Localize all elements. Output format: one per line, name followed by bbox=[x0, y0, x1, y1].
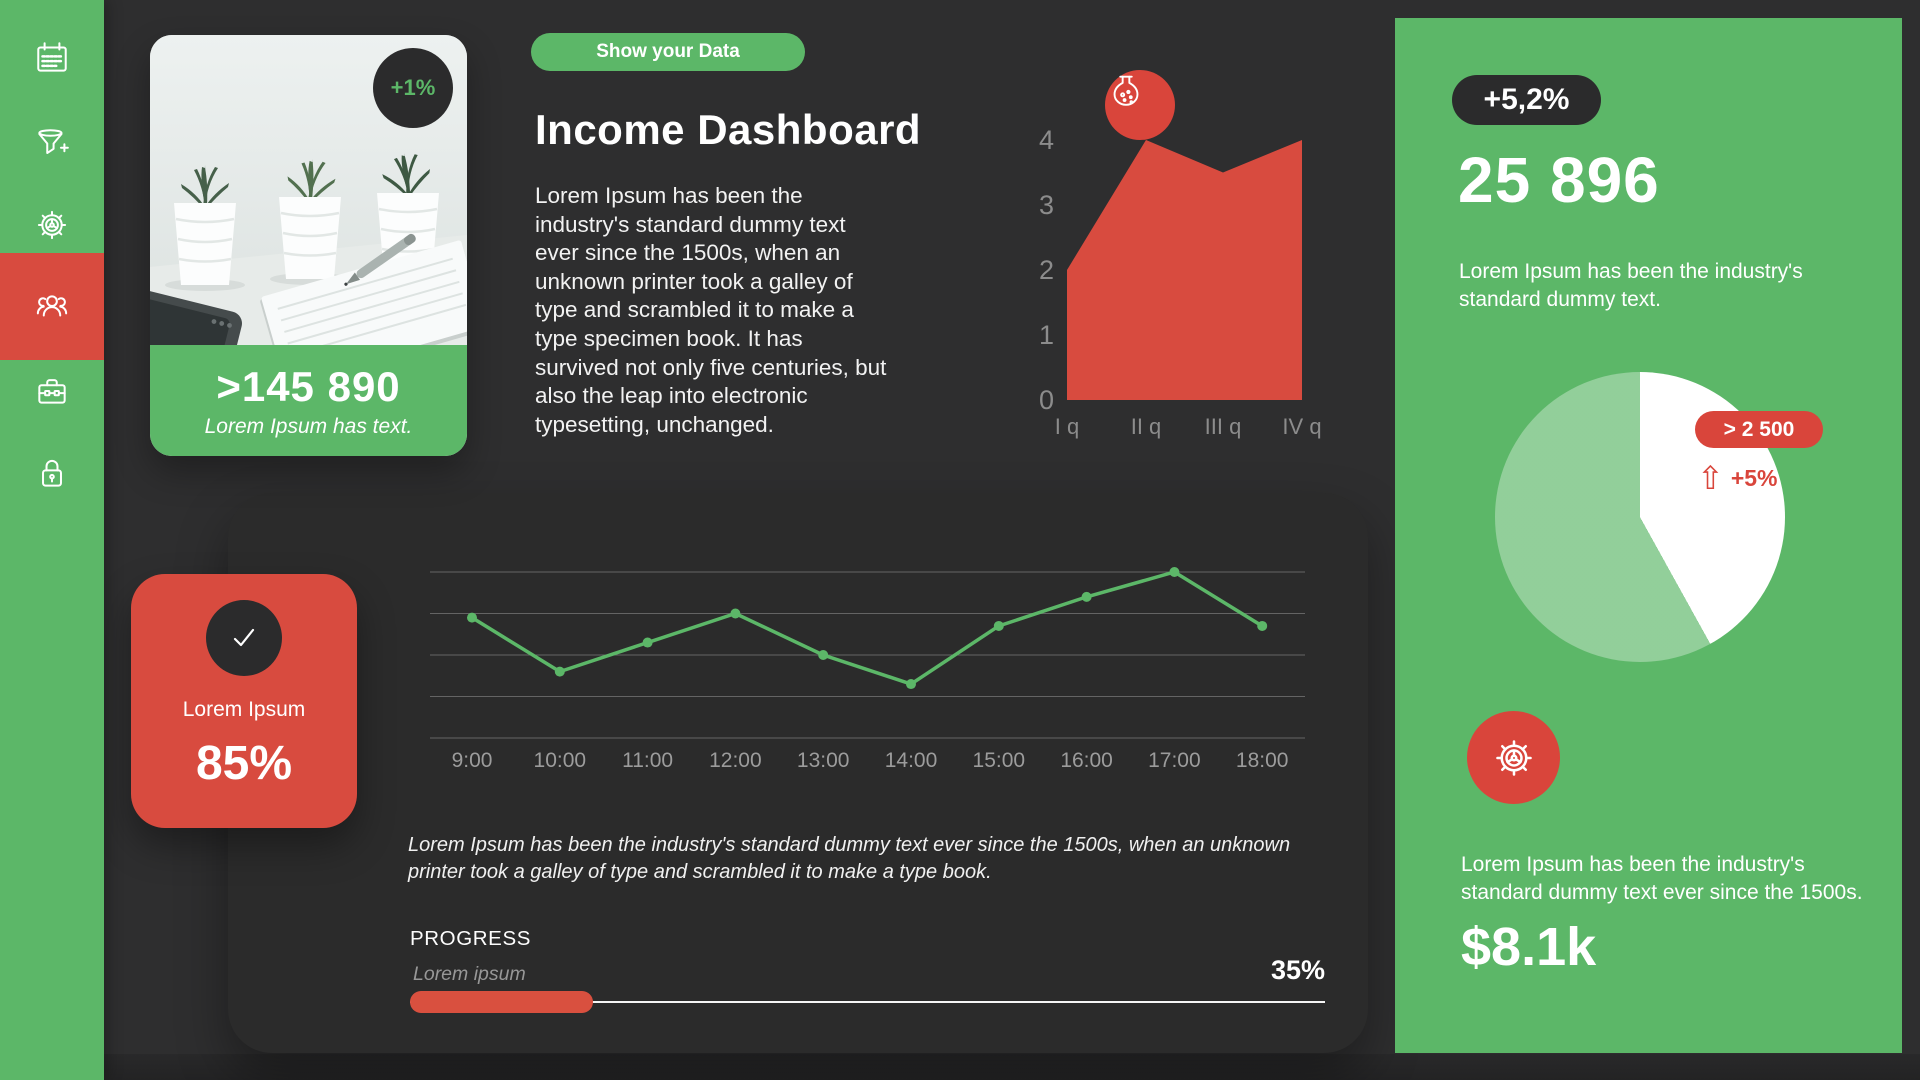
progress-label: Lorem ipsum bbox=[413, 963, 526, 985]
stat-caption: Lorem Ipsum has text. bbox=[204, 414, 413, 438]
timeline-note: Lorem Ipsum has been the industry's stan… bbox=[408, 834, 1291, 883]
svg-text:17:00: 17:00 bbox=[1148, 749, 1201, 772]
gear-icon bbox=[37, 210, 67, 240]
show-data-button[interactable]: Show your Data bbox=[531, 33, 805, 71]
summary-big-number: 25 896 bbox=[1458, 144, 1660, 216]
summary-bottom-caption: Lorem Ipsum has been the industry's stan… bbox=[1461, 853, 1863, 904]
pen-illustration bbox=[344, 233, 416, 286]
svg-text:0: 0 bbox=[1039, 385, 1054, 415]
svg-text:IV q: IV q bbox=[1282, 414, 1321, 439]
briefcase-icon bbox=[38, 379, 66, 404]
svg-text:12:00: 12:00 bbox=[709, 749, 762, 772]
filter-plus-icon bbox=[38, 129, 69, 155]
check-icon bbox=[233, 628, 255, 647]
timeline-card bbox=[228, 493, 1368, 1053]
stat-value: >145 890 bbox=[216, 362, 401, 410]
completion-card: Lorem Ipsum 85% bbox=[131, 574, 357, 828]
sidebar-item-briefcase[interactable] bbox=[0, 349, 104, 433]
svg-text:13:00: 13:00 bbox=[797, 749, 850, 772]
sidebar-item-security[interactable] bbox=[0, 431, 104, 515]
svg-text:14:00: 14:00 bbox=[885, 749, 938, 772]
pie-delta: ⇧ +5% bbox=[1697, 462, 1778, 494]
svg-text:10:00: 10:00 bbox=[534, 749, 587, 772]
lock-icon bbox=[42, 459, 62, 487]
bottom-edge-strip bbox=[104, 1054, 1920, 1080]
sidebar-item-users[interactable] bbox=[0, 265, 104, 349]
svg-text:15:00: 15:00 bbox=[973, 749, 1026, 772]
svg-text:16:00: 16:00 bbox=[1060, 749, 1113, 772]
svg-text:11:00: 11:00 bbox=[622, 749, 673, 772]
growth-badge-value: +1% bbox=[390, 75, 436, 100]
quarterly-area-chart-svg: 0 1 2 3 4 I q II q III q IV q bbox=[1039, 125, 1322, 439]
desk-photo bbox=[150, 35, 467, 410]
page-title: Income Dashboard bbox=[535, 106, 922, 153]
flask-badge bbox=[1105, 70, 1175, 140]
check-badge bbox=[206, 600, 282, 676]
pie-delta-value: +5% bbox=[1730, 464, 1778, 491]
gear-icon bbox=[1495, 739, 1532, 776]
svg-text:9:00: 9:00 bbox=[452, 749, 493, 772]
sidebar bbox=[0, 0, 104, 1080]
svg-text:1: 1 bbox=[1039, 320, 1054, 350]
progress-fill bbox=[410, 991, 593, 1013]
svg-text:4: 4 bbox=[1039, 125, 1054, 155]
photo-stat-card: +1% >145 890 Lorem Ipsum has text. bbox=[150, 35, 467, 456]
progress-track bbox=[410, 1001, 1325, 1003]
growth-badge: +1% bbox=[373, 48, 453, 128]
desk-photo-illustration bbox=[150, 35, 467, 410]
growth-pill: +5,2% bbox=[1452, 75, 1601, 125]
svg-text:18:00: 18:00 bbox=[1236, 749, 1289, 772]
completion-value: 85% bbox=[195, 737, 293, 790]
people-icon bbox=[36, 295, 68, 317]
flask-icon bbox=[1113, 75, 1139, 106]
quarterly-area-chart: 0 1 2 3 4 I q II q III q IV q bbox=[1020, 60, 1340, 440]
progress-heading: PROGRESS bbox=[410, 927, 531, 950]
hourly-line-chart: 9:00 10:00 11:00 12:00 13:00 14:00 15:00 16:00 1… bbox=[430, 567, 1305, 772]
svg-text:III q: III q bbox=[1205, 414, 1242, 439]
svg-text:2: 2 bbox=[1039, 255, 1054, 285]
gear-badge bbox=[1467, 711, 1560, 804]
sidebar-item-settings[interactable] bbox=[0, 183, 104, 267]
sidebar-item-filter[interactable] bbox=[0, 101, 104, 185]
svg-text:3: 3 bbox=[1039, 190, 1054, 220]
photo-card-footer: >145 890 Lorem Ipsum has text. bbox=[150, 345, 467, 456]
summary-caption: Lorem Ipsum has been the industry's stan… bbox=[1459, 260, 1803, 311]
progress-percent: 35% bbox=[1270, 955, 1325, 985]
summary-money-value: $8.1k bbox=[1461, 917, 1597, 977]
calendar-icon bbox=[37, 42, 67, 72]
progress-bar bbox=[410, 991, 1325, 1013]
sidebar-item-calendar[interactable] bbox=[0, 16, 104, 100]
pie-value-pill: > 2 500 bbox=[1695, 411, 1823, 448]
completion-label: Lorem Ipsum bbox=[182, 698, 306, 721]
summary-panel: +5,2% 25 896 Lorem Ipsum has been the in… bbox=[1395, 18, 1902, 1053]
up-arrow-icon: ⇧ bbox=[1697, 460, 1724, 496]
svg-text:II q: II q bbox=[1131, 414, 1162, 439]
intro-paragraph: Lorem Ipsum has been the industry's stan… bbox=[535, 183, 887, 437]
svg-text:I q: I q bbox=[1055, 414, 1079, 439]
